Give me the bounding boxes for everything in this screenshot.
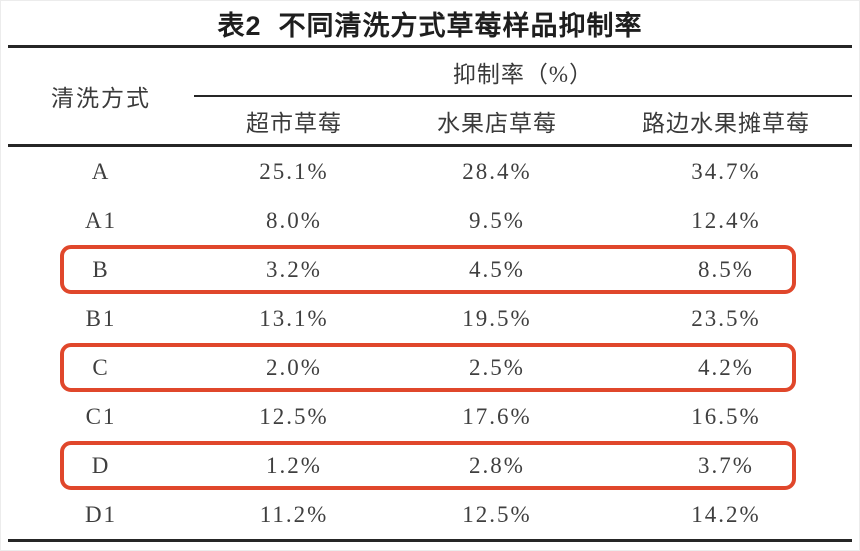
method-cell: A1 <box>84 207 118 233</box>
table-row: D 1.2% 2.8% 3.7% <box>8 441 852 490</box>
value-cell: 11.2% <box>259 501 329 527</box>
value-cell: 1.2% <box>266 452 322 478</box>
sub-column-header: 水果店草莓 <box>437 110 557 136</box>
value-cell: 3.2% <box>266 256 322 282</box>
sub-column-header: 路边水果摊草莓 <box>642 110 810 136</box>
value-cell: 2.0% <box>266 354 322 380</box>
sub-header-row: 超市草莓 水果店草莓 路边水果摊草莓 <box>194 97 852 144</box>
method-cell: B <box>92 256 110 282</box>
value-cell: 12.5% <box>462 501 532 527</box>
table-row: B 3.2% 4.5% 8.5% <box>8 245 852 294</box>
method-cell: C <box>92 354 110 380</box>
table-container: 表2 不同清洗方式草莓样品抑制率 清洗方式 抑制率（%） 超市草莓 水果店草莓 路边… <box>8 1 852 542</box>
table-title: 表2 不同清洗方式草莓样品抑制率 <box>217 10 643 41</box>
group-header-inhibition-rate: 抑制率（%） <box>452 61 594 87</box>
table-body: A 25.1% 28.4% 34.7% A1 8.0% 9.5% 12.4% B 3.2% 4.5%… <box>8 147 852 542</box>
value-cell: 8.0% <box>266 207 322 233</box>
method-cell: D1 <box>84 501 118 527</box>
value-cell: 2.5% <box>469 354 525 380</box>
value-cell: 23.5% <box>691 305 761 331</box>
value-cell: 12.5% <box>259 403 329 429</box>
sub-column-header: 超市草莓 <box>246 110 342 136</box>
table-row: C 2.0% 2.5% 4.2% <box>8 343 852 392</box>
value-cell: 4.5% <box>469 256 525 282</box>
value-cell: 28.4% <box>462 158 532 184</box>
value-cell: 16.5% <box>691 403 761 429</box>
value-cell: 17.6% <box>462 403 532 429</box>
method-cell: C1 <box>85 403 117 429</box>
table-row: A1 8.0% 9.5% 12.4% <box>8 196 852 245</box>
value-cell: 14.2% <box>691 501 761 527</box>
value-cell: 8.5% <box>698 256 754 282</box>
header-group-area: 抑制率（%） 超市草莓 水果店草莓 路边水果摊草莓 <box>194 48 852 144</box>
value-cell: 12.4% <box>691 207 761 233</box>
value-cell: 9.5% <box>469 207 525 233</box>
table-row: A 25.1% 28.4% 34.7% <box>8 147 852 196</box>
table-header: 清洗方式 抑制率（%） 超市草莓 水果店草莓 路边水果摊草莓 <box>8 45 852 147</box>
table-row: D1 11.2% 12.5% 14.2% <box>8 490 852 539</box>
method-cell: A <box>91 158 111 184</box>
value-cell: 3.7% <box>698 452 754 478</box>
table-row: C1 12.5% 17.6% 16.5% <box>8 392 852 441</box>
value-cell: 13.1% <box>259 305 329 331</box>
group-header-rule <box>194 95 852 97</box>
method-cell: D <box>91 452 111 478</box>
value-cell: 34.7% <box>691 158 761 184</box>
value-cell: 4.2% <box>698 354 754 380</box>
method-cell: B1 <box>85 305 117 331</box>
value-cell: 25.1% <box>259 158 329 184</box>
value-cell: 2.8% <box>469 452 525 478</box>
column-header-cleaning-method: 清洗方式 <box>51 86 151 111</box>
value-cell: 19.5% <box>462 305 532 331</box>
table-row: B1 13.1% 19.5% 23.5% <box>8 294 852 343</box>
